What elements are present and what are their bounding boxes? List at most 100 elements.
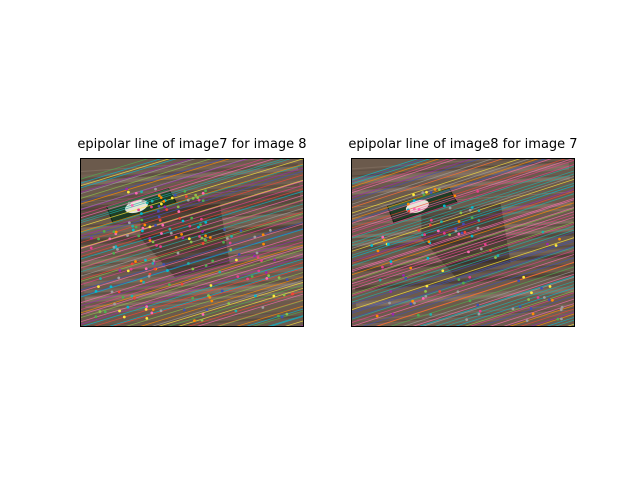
feature-point	[547, 298, 551, 302]
wood-grain	[81, 171, 299, 191]
feature-point	[478, 309, 482, 313]
feature-point	[254, 294, 257, 298]
epipolar-line	[352, 178, 574, 252]
epipolar-line	[81, 159, 192, 193]
feature-point	[463, 230, 467, 234]
feature-point	[126, 269, 130, 273]
epipolar-line	[81, 159, 224, 203]
wood-grain	[84, 282, 303, 303]
epipolar-line	[81, 200, 303, 269]
wood-grain	[83, 266, 303, 287]
feature-point	[150, 205, 153, 209]
feature-point	[112, 245, 116, 249]
epipolar-line	[81, 241, 303, 310]
feature-point	[197, 225, 200, 229]
feature-point	[141, 199, 145, 203]
feature-point	[145, 317, 149, 320]
epipolar-line	[422, 277, 574, 326]
feature-point	[391, 312, 395, 316]
epipolar-line	[352, 211, 574, 285]
feature-point	[517, 279, 521, 283]
feature-point	[409, 266, 413, 270]
feature-point	[154, 187, 157, 191]
feature-point	[290, 292, 294, 296]
feature-point	[440, 220, 443, 224]
feature-point	[536, 296, 540, 299]
feature-point	[257, 269, 261, 273]
feature-point	[389, 290, 393, 293]
feature-point	[422, 193, 426, 197]
feature-point	[265, 276, 269, 280]
feature-point	[222, 240, 225, 244]
epipolar-line	[93, 262, 303, 326]
feature-point	[187, 237, 191, 241]
feature-point	[182, 308, 186, 312]
epipolar-line	[352, 193, 574, 267]
feature-point	[204, 264, 208, 268]
epipolar-line	[81, 244, 303, 314]
feature-point	[551, 298, 554, 302]
feature-point	[468, 208, 472, 212]
feature-point	[421, 233, 424, 237]
feature-point	[382, 238, 386, 242]
feature-point	[131, 228, 135, 232]
feature-point	[237, 253, 241, 256]
epipolar-line	[81, 167, 303, 237]
panel-title-left: epipolar line of image7 for image 8	[77, 137, 307, 152]
feature-point	[130, 294, 134, 298]
feature-point	[462, 281, 465, 285]
feature-point	[140, 212, 143, 216]
feature-point	[211, 259, 215, 263]
feature-point	[540, 286, 543, 290]
epipolar-line	[81, 256, 303, 325]
epipolar-line	[352, 159, 431, 185]
feature-point	[131, 224, 135, 228]
feature-point	[470, 234, 474, 238]
wood-grain	[81, 182, 300, 202]
feature-point	[433, 188, 437, 191]
wood-grain	[82, 245, 303, 266]
feature-point	[253, 235, 257, 239]
epipolar-line	[81, 174, 303, 243]
epipolar-line	[81, 159, 231, 205]
epipolar-line	[81, 228, 303, 297]
epipolar-line	[81, 216, 303, 285]
epipolar-line	[81, 159, 275, 218]
epipolar-line	[352, 237, 574, 310]
feature-point	[89, 246, 93, 250]
feature-point	[152, 259, 156, 262]
feature-point	[381, 235, 385, 239]
epipolar-line	[444, 284, 574, 326]
feature-point	[436, 229, 440, 233]
feature-point	[404, 276, 408, 280]
feature-point	[159, 196, 163, 200]
feature-point	[421, 296, 425, 300]
feature-point	[454, 227, 458, 230]
feature-point	[255, 251, 259, 255]
epipolar-line	[352, 199, 574, 273]
epipolar-line	[352, 159, 425, 183]
feature-point	[560, 305, 564, 309]
wood-grain	[352, 175, 570, 195]
epipolar-line	[81, 199, 303, 268]
feature-point	[261, 233, 265, 237]
box-shadow	[140, 203, 230, 278]
epipolar-line	[81, 159, 265, 215]
epipolar-line	[352, 165, 574, 239]
feature-point	[246, 277, 249, 281]
feature-point	[190, 216, 194, 220]
feature-point	[144, 258, 147, 262]
wood-grain	[352, 165, 570, 183]
feature-point	[527, 298, 530, 301]
feature-point	[406, 202, 410, 206]
feature-point	[113, 302, 116, 306]
feature-point	[109, 285, 113, 289]
epipolar-line	[81, 159, 162, 184]
wood-grain	[352, 228, 574, 248]
feature-point	[459, 211, 463, 215]
epipolar-line	[81, 188, 303, 257]
epipolar-line	[434, 280, 574, 326]
feature-point	[141, 226, 145, 230]
epipolar-line	[352, 159, 574, 233]
epipolar-line	[81, 179, 303, 249]
